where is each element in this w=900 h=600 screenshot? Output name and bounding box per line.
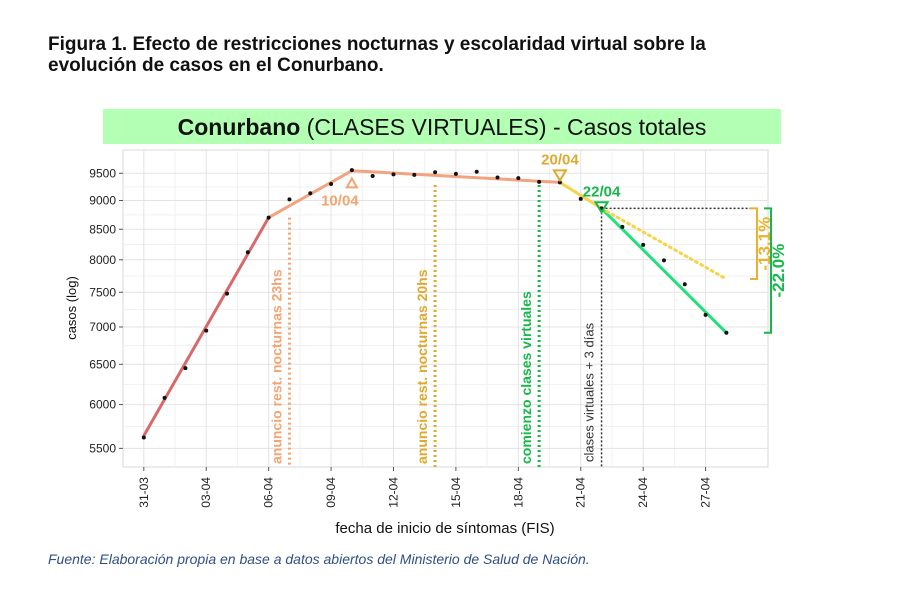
event-marker-label: 10/04 [321,192,359,209]
y-axis-label: casos (log) [64,276,79,340]
x-tick-label: 12-04 [386,477,400,508]
event-marker [345,176,359,189]
data-point [245,250,250,255]
series-line-proyección [600,206,728,281]
x-tick-label: 24-04 [636,477,650,508]
data-point [537,179,542,184]
data-point [391,172,396,177]
annotation-bracket [750,207,758,281]
data-point [141,435,146,440]
chart-title: Conurbano (CLASES VIRTUALES) - Casos tot… [178,114,707,140]
data-point [557,180,562,185]
data-point [349,168,354,173]
data-point [641,242,646,247]
data-point [412,172,417,177]
data-point [204,328,209,333]
annotation-bracket [764,207,772,334]
data-point [370,173,375,178]
event-label: anuncio rest. nocturnas 20hs [414,269,430,464]
y-tick-label: 6000 [89,398,116,412]
annotation-label: -22.0% [769,244,788,298]
data-point [266,215,271,220]
data-point [661,258,666,263]
data-point [724,330,729,335]
data-point [433,170,438,175]
chart-title-banner [103,109,781,144]
y-tick-label: 9500 [89,166,116,180]
x-tick-label: 31-03 [137,477,151,508]
y-tick-label: 9000 [89,194,116,208]
x-tick-label: 21-04 [574,477,588,508]
data-point [682,282,687,287]
chart-title-rest: (CLASES VIRTUALES) - Casos totales [300,114,706,140]
y-axis: 5500 6000 6500 7000 7500 8000 8500 9000 9500 [89,166,123,455]
event-layer: anuncio rest. nocturnas 23hs anuncio rest… [268,185,752,467]
figure-title: Figura 1. Efecto de restricciones noctur… [48,34,828,76]
data-point [308,191,313,196]
figure-title-line-2: evolución de casos en el Conurbano. [48,55,384,76]
y-tick-label: 7500 [89,285,116,299]
data-point [225,291,230,296]
figure-title-line-1: Figura 1. Efecto de restricciones noctur… [48,34,706,55]
data-point [620,224,625,229]
data-point [474,169,479,174]
event-label: clases virtuales + 3 días [582,322,597,462]
annotation-layer: -13.1%-22.0% [750,207,788,334]
x-axis: 31-03 03-04 06-04 09-04 12-04 15-04 18-04 21-04… [137,467,713,508]
y-tick-label: 6500 [89,357,116,371]
data-point [329,182,334,187]
chart-title-bold: Conurbano [178,114,301,140]
data-point [516,176,521,181]
event-label: comienzo clases virtuales [518,291,534,464]
data-point [578,196,583,201]
event-marker-label: 22/04 [583,183,621,200]
event-marker-label: 20/04 [541,151,579,168]
figure-source: Fuente: Elaboración propia en base a dat… [48,551,590,567]
x-axis-label: fecha de inicio de síntomas (FIS) [335,520,554,537]
y-tick-label: 8000 [89,253,116,267]
x-tick-label: 18-04 [511,477,525,508]
data-point [183,366,188,371]
x-tick-label: 03-04 [199,477,213,508]
x-tick-label: 27-04 [699,477,713,508]
data-point [287,197,292,202]
data-point [453,171,458,176]
series-line-tramo [558,180,603,210]
y-tick-label: 5500 [89,441,116,455]
annotation-label: -13.1% [755,217,774,271]
y-tick-label: 7000 [89,320,116,334]
grid-layer [123,150,768,467]
x-tick-label: 06-04 [262,477,276,508]
series-line-caída [600,206,728,335]
y-tick-label: 8500 [89,222,116,236]
x-tick-label: 09-04 [324,477,338,508]
data-point [703,312,708,317]
point-layer [141,168,729,440]
event-marker [593,201,610,215]
plot-panel [122,149,769,468]
x-tick-label: 15-04 [449,477,463,508]
data-point [162,395,167,400]
event-marker [552,169,568,183]
event-label: anuncio rest. nocturnas 23hs [268,269,284,464]
data-point [495,175,500,180]
